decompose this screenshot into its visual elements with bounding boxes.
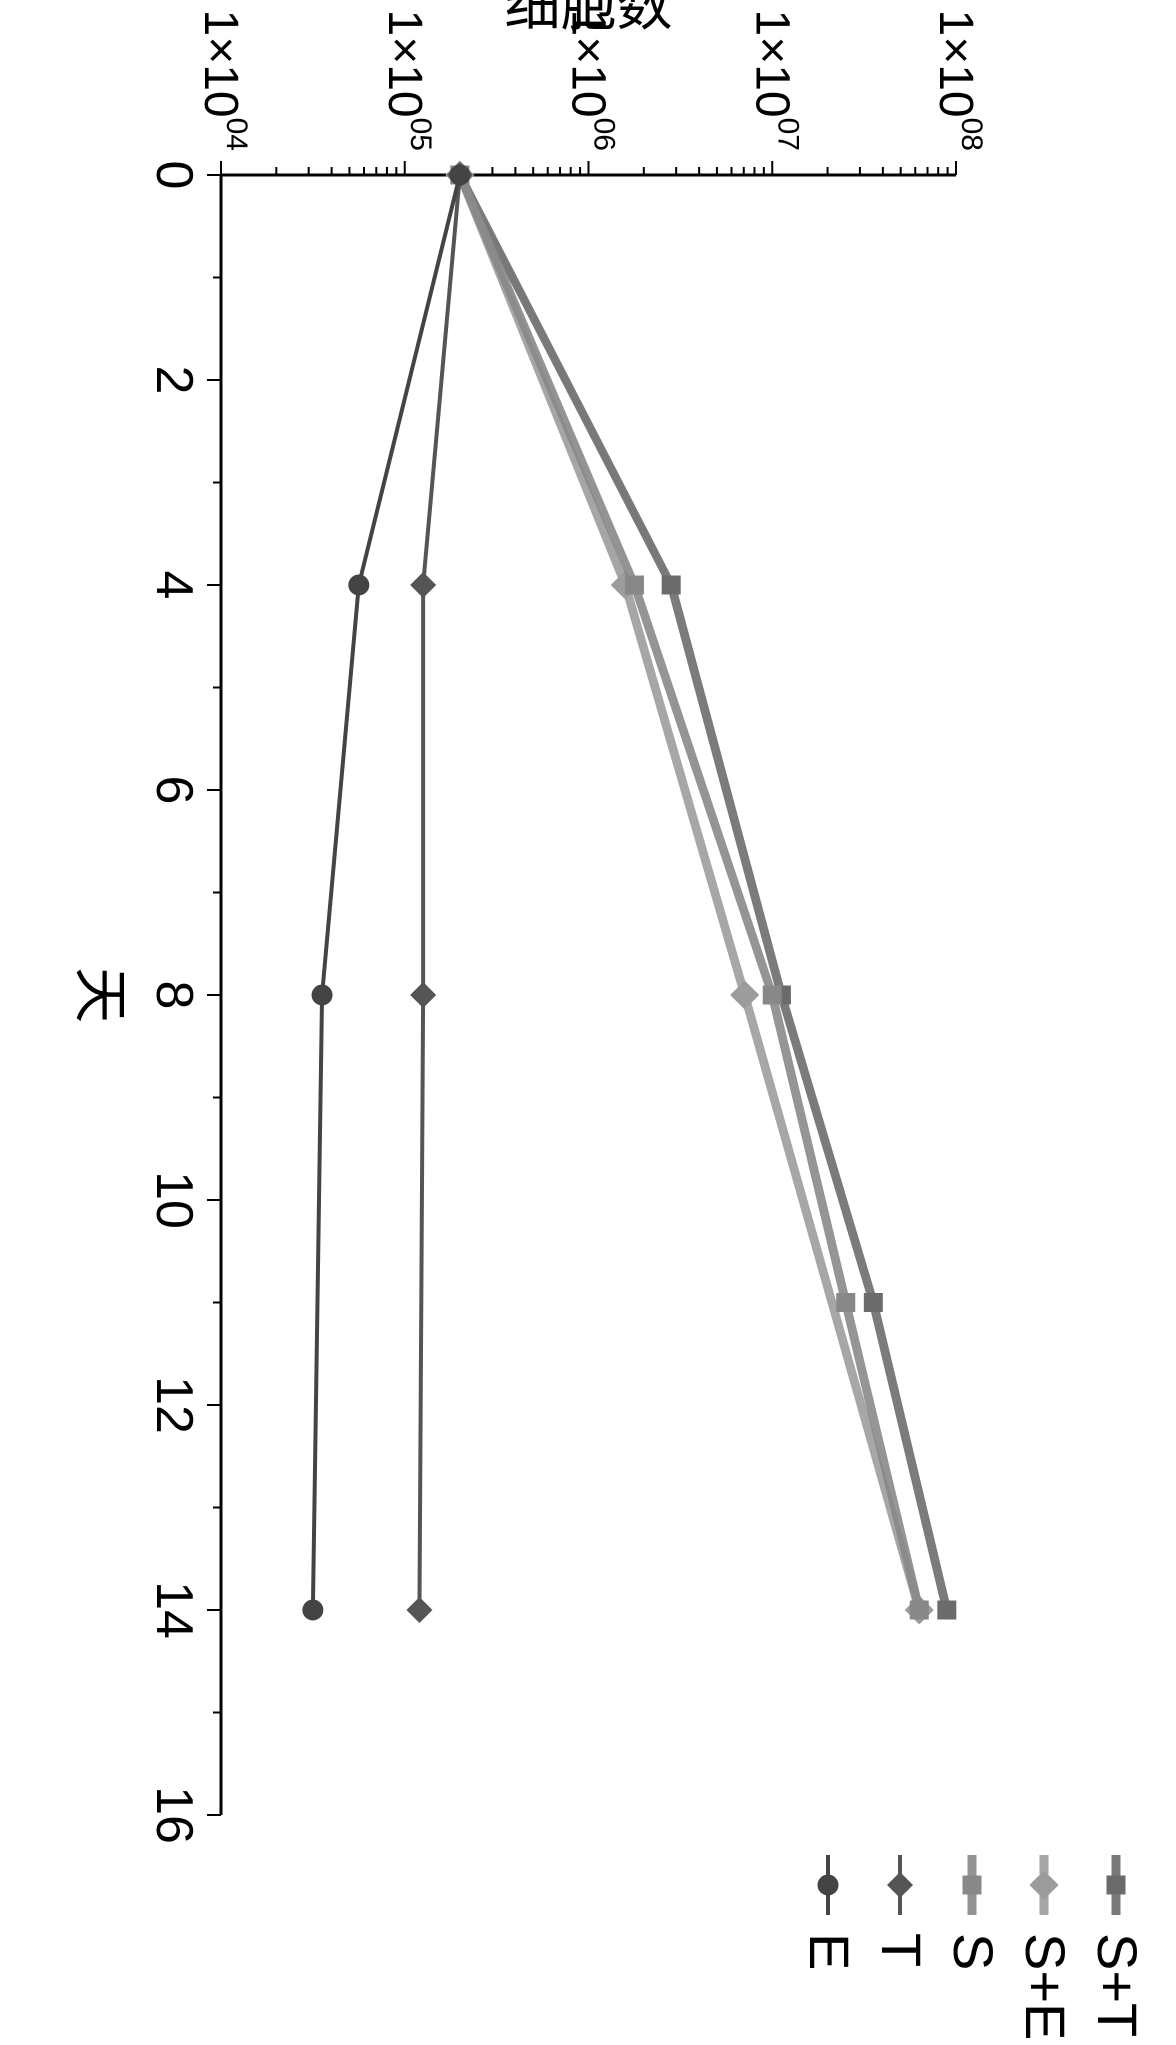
chart-svg: 0246810121416天1×10041×10051×10061×10071×… <box>0 0 1176 2040</box>
y-axis-label: 细胞数 <box>505 0 673 37</box>
legend-label: S+E <box>1014 1933 1077 2040</box>
landscape-group: 0246810121416天1×10041×10051×10061×10071×… <box>0 0 1176 2040</box>
x-tick-label: 12 <box>145 1376 203 1434</box>
data-marker <box>938 1601 956 1619</box>
data-marker <box>1107 1876 1125 1894</box>
data-marker <box>963 1876 981 1894</box>
legend-label: T <box>870 1933 933 1967</box>
data-marker <box>303 1600 323 1620</box>
legend-label: S <box>942 1933 1005 1970</box>
x-tick-label: 14 <box>145 1581 203 1639</box>
data-marker <box>763 986 781 1004</box>
x-tick-label: 10 <box>145 1171 203 1229</box>
data-marker <box>910 1601 928 1619</box>
x-tick-label: 0 <box>145 161 203 190</box>
x-tick-label: 8 <box>145 981 203 1010</box>
x-axis-label: 天 <box>69 967 132 1023</box>
x-tick-label: 2 <box>145 366 203 395</box>
x-tick-label: 16 <box>145 1786 203 1844</box>
x-tick-label: 6 <box>145 776 203 805</box>
data-marker <box>864 1294 882 1312</box>
data-marker <box>837 1294 855 1312</box>
data-marker <box>662 576 680 594</box>
legend-label: E <box>798 1933 861 1970</box>
data-marker <box>450 165 470 185</box>
legend-label: S+T <box>1086 1933 1149 2037</box>
data-marker <box>625 576 643 594</box>
data-marker <box>349 575 369 595</box>
data-marker <box>312 985 332 1005</box>
data-marker <box>818 1875 838 1895</box>
chart-container: 0246810121416天1×10041×10051×10061×10071×… <box>0 0 1176 2040</box>
x-tick-label: 4 <box>145 571 203 600</box>
